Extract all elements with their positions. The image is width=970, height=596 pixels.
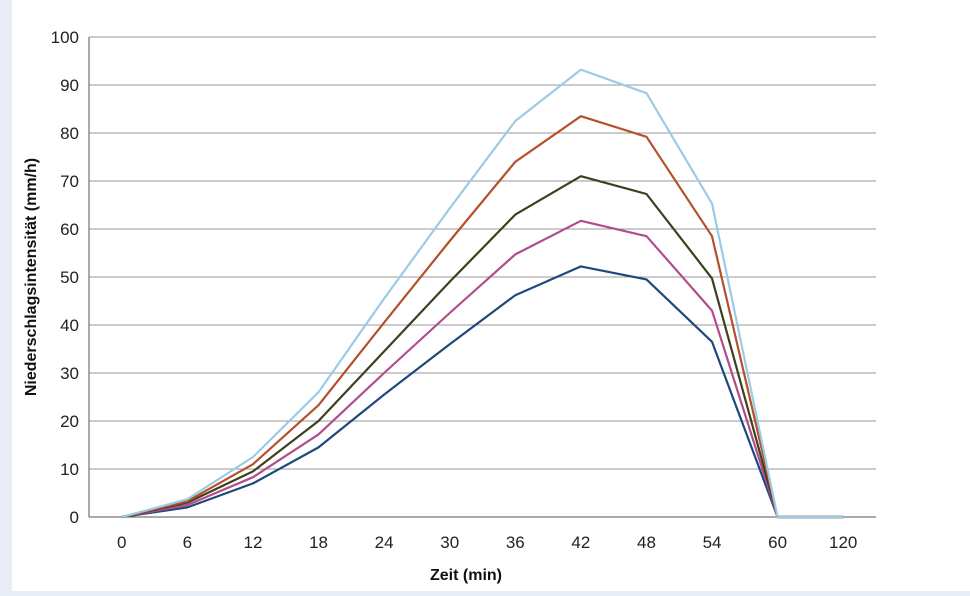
y-tick-label: 50 [60,268,79,287]
x-tick-label: 0 [117,533,126,552]
x-tick-label: 120 [829,533,857,552]
y-tick-label: 40 [60,316,79,335]
series-line-3 [121,175,844,519]
x-tick-label: 30 [440,533,459,552]
series-line-4 [121,115,844,519]
gridlines [89,36,876,470]
x-tick-label: 48 [637,533,656,552]
x-tick-label: 18 [309,533,328,552]
series-lines [121,68,844,519]
y-tick-label: 10 [60,460,79,479]
y-tick-label: 60 [60,220,79,239]
series-line-5 [121,68,844,519]
y-tick-label: 30 [60,364,79,383]
x-tick-label: 54 [703,533,722,552]
series-line-2 [121,219,844,519]
x-tick-label: 24 [375,533,394,552]
x-tick-labels: 0 6 12 18 24 30 36 42 48 54 60 120 [117,533,857,552]
y-tick-label: 70 [60,172,79,191]
y-tick-labels: 0 10 20 30 40 50 60 70 80 90 100 [51,28,79,527]
line-chart: 0 10 20 30 40 50 60 70 80 90 100 0 6 12 18 24 30 36 42 48 5… [23,28,876,584]
x-tick-label: 42 [571,533,590,552]
x-axis-title: Zeit (min) [430,567,502,584]
axes [88,37,876,518]
y-tick-label: 80 [60,124,79,143]
x-tick-label: 60 [768,533,787,552]
y-tick-label: 20 [60,412,79,431]
y-tick-label: 0 [70,508,79,527]
series-line-1 [121,265,844,519]
x-tick-label: 6 [183,533,192,552]
y-tick-label: 100 [51,28,79,47]
y-axis-title: Niederschlagsintensität (mm/h) [23,158,40,396]
x-tick-label: 36 [506,533,525,552]
x-tick-label: 12 [243,533,262,552]
y-tick-label: 90 [60,76,79,95]
chart-panel: 0 10 20 30 40 50 60 70 80 90 100 0 6 12 18 24 30 36 42 48 5… [12,0,970,591]
